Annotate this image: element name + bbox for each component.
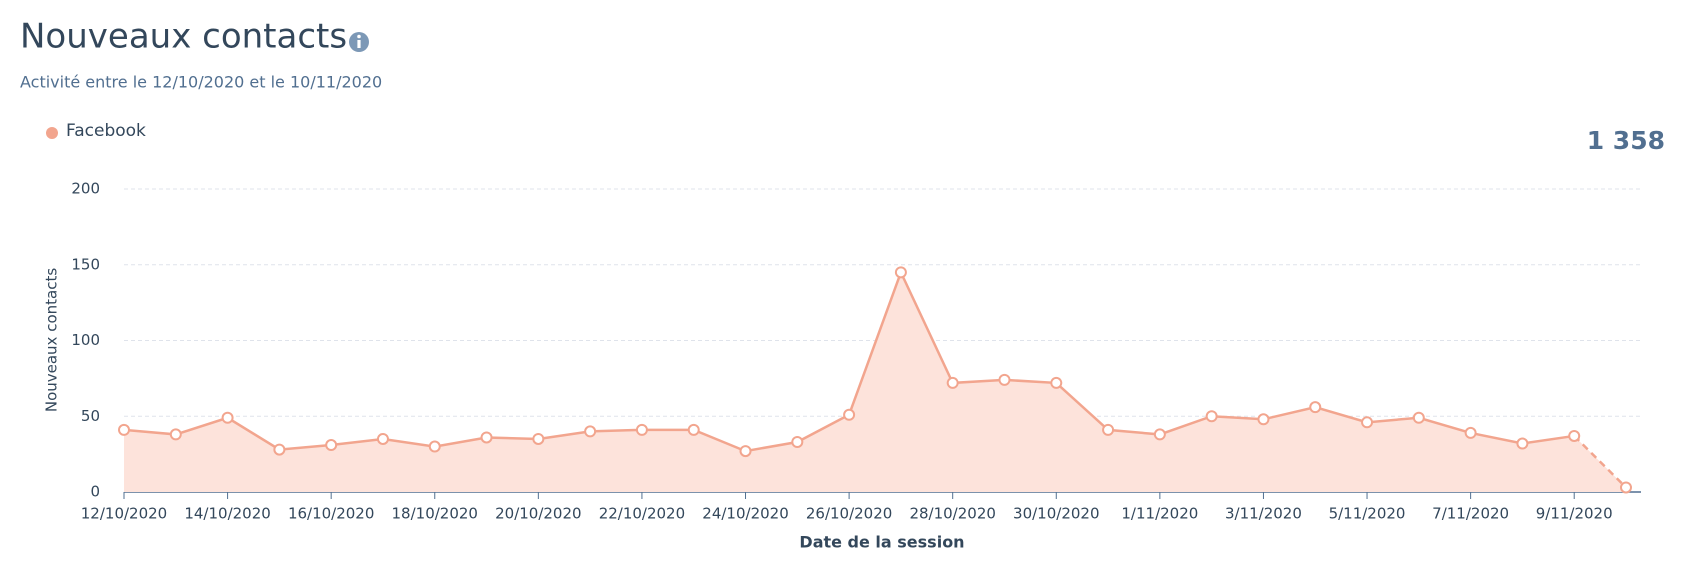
point bbox=[843, 408, 856, 421]
point bbox=[428, 440, 441, 453]
x-tick-label: 24/10/2020 bbox=[702, 505, 788, 523]
x-tick-label: 20/10/2020 bbox=[495, 505, 581, 523]
point bbox=[221, 411, 234, 424]
point bbox=[325, 439, 338, 452]
point bbox=[1620, 481, 1632, 494]
x-tick-label: 14/10/2020 bbox=[184, 505, 270, 523]
point bbox=[1412, 411, 1425, 424]
x-tick-label: 5/11/2020 bbox=[1329, 505, 1406, 523]
line-dashed bbox=[1573, 435, 1627, 489]
point bbox=[1050, 376, 1063, 389]
point bbox=[169, 428, 182, 441]
x-tick-label: 22/10/2020 bbox=[599, 505, 685, 523]
y-tick-label: 100 bbox=[71, 331, 100, 349]
point bbox=[739, 445, 752, 458]
x-tick-label: 28/10/2020 bbox=[909, 505, 995, 523]
point bbox=[532, 432, 545, 445]
point bbox=[1361, 416, 1374, 429]
area bbox=[124, 272, 1626, 492]
point bbox=[273, 443, 286, 456]
point bbox=[635, 423, 648, 436]
x-tick-label: 1/11/2020 bbox=[1121, 505, 1198, 523]
x-tick-label: 9/11/2020 bbox=[1536, 505, 1613, 523]
point bbox=[1309, 401, 1322, 414]
info-icon bbox=[349, 32, 369, 52]
legend-marker bbox=[46, 127, 58, 139]
point bbox=[687, 423, 700, 436]
point bbox=[480, 431, 493, 444]
point bbox=[1257, 413, 1270, 426]
point bbox=[1464, 426, 1477, 439]
y-tick-label: 50 bbox=[81, 407, 100, 425]
x-tick-label: 7/11/2020 bbox=[1432, 505, 1509, 523]
point bbox=[1153, 428, 1166, 441]
point bbox=[1516, 437, 1529, 450]
point bbox=[1102, 423, 1115, 436]
y-axis-title: Nouveaux contacts bbox=[43, 268, 61, 412]
x-tick-label: 12/10/2020 bbox=[81, 505, 167, 523]
point bbox=[118, 423, 130, 436]
point bbox=[998, 373, 1011, 386]
x-tick-label: 16/10/2020 bbox=[288, 505, 374, 523]
point bbox=[791, 436, 804, 449]
x-tick-label: 30/10/2020 bbox=[1013, 505, 1099, 523]
point bbox=[894, 266, 907, 279]
y-tick-label: 150 bbox=[71, 255, 100, 273]
total: 1 358 bbox=[1587, 126, 1665, 155]
y-tick-label: 0 bbox=[90, 483, 100, 501]
legend-label: Facebook bbox=[66, 121, 146, 141]
subtitle: Activité entre le 12/10/2020 et le 10/11… bbox=[20, 73, 382, 92]
point bbox=[584, 425, 597, 438]
point bbox=[946, 376, 959, 389]
x-tick-label: 26/10/2020 bbox=[806, 505, 892, 523]
x-tick-label: 3/11/2020 bbox=[1225, 505, 1302, 523]
chart-title: Nouveaux contacts bbox=[20, 17, 347, 57]
point bbox=[1568, 429, 1581, 442]
y-tick-label: 200 bbox=[71, 180, 100, 198]
x-axis-title: Date de la session bbox=[799, 533, 964, 552]
x-tick-label: 18/10/2020 bbox=[392, 505, 478, 523]
point bbox=[376, 432, 389, 445]
point bbox=[1205, 410, 1218, 423]
